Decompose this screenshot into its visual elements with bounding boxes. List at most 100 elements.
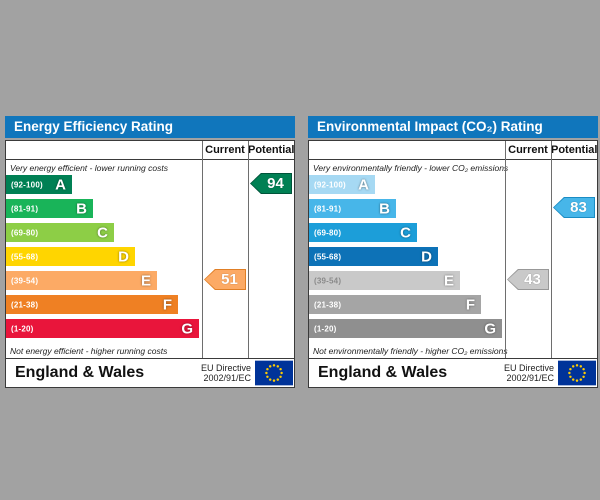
band-range-label: (55-68) <box>11 252 39 261</box>
band-bar-g: (1-20) G <box>309 319 502 338</box>
band-row-e: (39-54) E <box>6 271 294 295</box>
potential-column-header: Potential <box>551 144 598 156</box>
band-range-label: (55-68) <box>314 252 342 261</box>
band-bar-c: (69-80) C <box>309 223 417 242</box>
band-range-label: (1-20) <box>314 324 337 333</box>
band-row-b: (81-91) B <box>6 199 294 223</box>
band-bar-g: (1-20) G <box>6 319 199 338</box>
top-note: Very environmentally friendly - lower CO… <box>313 163 509 173</box>
bottom-note: Not environmentally friendly - higher CO… <box>313 346 508 356</box>
band-range-label: (21-38) <box>314 300 342 309</box>
band-range-label: (21-38) <box>11 300 39 309</box>
band-range-label: (39-54) <box>314 276 342 285</box>
band-row-d: (55-68) D <box>309 247 597 271</box>
band-range-label: (1-20) <box>11 324 34 333</box>
band-letter: F <box>162 296 172 313</box>
band-range-label: (92-100) <box>11 180 43 189</box>
eu-directive-label: EU Directive 2002/91/EC <box>201 363 251 384</box>
potential-column-divider <box>551 141 552 358</box>
band-range-label: (39-54) <box>11 276 39 285</box>
rating-body: Very environmentally friendly - lower CO… <box>309 160 597 358</box>
chart-title: Environmental Impact (CO₂) Rating <box>308 116 598 138</box>
band-range-label: (92-100) <box>314 180 346 189</box>
eu-flag-icon <box>558 360 596 386</box>
band-bar-a: (92-100) A <box>309 175 375 194</box>
energy-efficiency-chart: Energy Efficiency Rating Current Potenti… <box>5 116 295 388</box>
current-rating-arrow-fill: 51 <box>205 270 245 289</box>
band-letter: A <box>358 176 369 193</box>
band-bar-d: (55-68) D <box>309 247 438 266</box>
band-bar-e: (39-54) E <box>6 271 157 290</box>
region-label: England & Wales <box>15 364 145 381</box>
potential-rating-value: 83 <box>570 199 587 216</box>
band-letter: G <box>484 320 496 337</box>
band-letter: D <box>421 248 432 265</box>
eu-directive-line1: EU Directive <box>503 362 554 373</box>
band-bar-a: (92-100) A <box>6 175 72 194</box>
chart-title: Energy Efficiency Rating <box>5 116 295 138</box>
band-bar-e: (39-54) E <box>309 271 460 290</box>
rating-table: Current Potential Very energy efficient … <box>5 140 295 359</box>
band-letter: C <box>400 224 411 241</box>
rating-bands: (92-100) A (81-91) B (69-80) C (55-68) D (39-54)… <box>309 175 597 343</box>
current-rating-arrow-fill: 43 <box>508 270 548 289</box>
eu-directive-label: EU Directive 2002/91/EC <box>504 363 554 384</box>
band-letter: D <box>118 248 129 265</box>
potential-column-header: Potential <box>248 144 295 156</box>
band-range-label: (69-80) <box>11 228 39 237</box>
top-note: Very energy efficient - lower running co… <box>10 163 168 173</box>
band-bar-b: (81-91) B <box>6 199 93 218</box>
eu-directive-line2: 2002/91/EC <box>506 373 554 383</box>
band-letter: E <box>443 272 454 289</box>
rating-body: Very energy efficient - lower running co… <box>6 160 294 358</box>
current-column-header: Current <box>508 144 548 156</box>
current-column-divider <box>202 141 203 358</box>
band-bar-b: (81-91) B <box>309 199 396 218</box>
rating-table: Current Potential Very environmentally f… <box>308 140 598 359</box>
band-range-label: (69-80) <box>314 228 342 237</box>
band-row-e: (39-54) E <box>309 271 597 295</box>
potential-rating-arrow: 83 <box>553 197 595 218</box>
band-bar-f: (21-38) F <box>6 295 178 314</box>
band-range-label: (81-91) <box>11 204 39 213</box>
rating-bands: (92-100) A (81-91) B (69-80) C (55-68) D (39-54)… <box>6 175 294 343</box>
band-row-f: (21-38) F <box>309 295 597 319</box>
potential-rating-arrow-fill: 94 <box>251 174 291 193</box>
band-row-a: (92-100) A <box>309 175 597 199</box>
chart-footer: England & Wales EU Directive 2002/91/EC <box>308 358 598 388</box>
current-column-divider <box>505 141 506 358</box>
current-rating-value: 43 <box>524 271 541 288</box>
table-header-row: Current Potential <box>6 141 294 160</box>
band-bar-f: (21-38) F <box>309 295 481 314</box>
current-rating-arrow: 43 <box>507 269 549 290</box>
band-letter: G <box>181 320 193 337</box>
potential-rating-value: 94 <box>267 175 284 192</box>
band-row-g: (1-20) G <box>309 319 597 343</box>
environmental-impact-chart: Environmental Impact (CO₂) Rating Curren… <box>308 116 598 388</box>
eu-directive-line2: 2002/91/EC <box>203 373 251 383</box>
chart-footer: England & Wales EU Directive 2002/91/EC <box>5 358 295 388</box>
potential-rating-arrow-fill: 83 <box>554 198 594 217</box>
region-label: England & Wales <box>318 364 448 381</box>
band-row-d: (55-68) D <box>6 247 294 271</box>
band-letter: C <box>97 224 108 241</box>
bottom-note: Not energy efficient - higher running co… <box>10 346 168 356</box>
band-row-c: (69-80) C <box>309 223 597 247</box>
band-letter: F <box>465 296 475 313</box>
band-letter: A <box>55 176 66 193</box>
band-letter: E <box>140 272 151 289</box>
eu-directive-line1: EU Directive <box>200 362 251 373</box>
table-header-row: Current Potential <box>309 141 597 160</box>
eu-flag-icon <box>255 360 293 386</box>
band-letter: B <box>76 200 87 217</box>
band-row-c: (69-80) C <box>6 223 294 247</box>
potential-rating-arrow: 94 <box>250 173 292 194</box>
current-rating-value: 51 <box>221 271 238 288</box>
band-row-g: (1-20) G <box>6 319 294 343</box>
band-row-b: (81-91) B <box>309 199 597 223</box>
band-row-f: (21-38) F <box>6 295 294 319</box>
band-bar-c: (69-80) C <box>6 223 114 242</box>
band-letter: B <box>379 200 390 217</box>
band-bar-d: (55-68) D <box>6 247 135 266</box>
